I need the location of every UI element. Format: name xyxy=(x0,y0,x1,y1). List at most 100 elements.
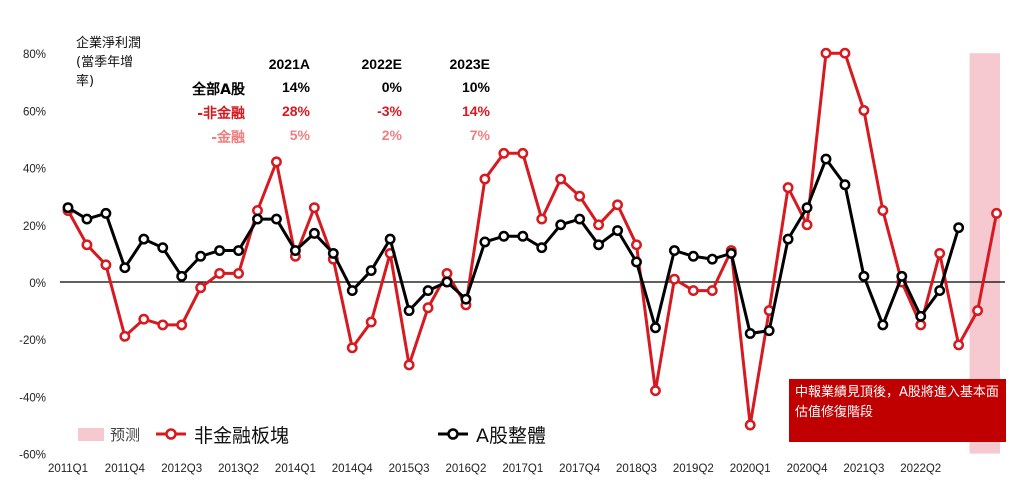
point-nonfin xyxy=(498,147,510,159)
point-nonfin xyxy=(612,199,623,211)
point-all xyxy=(384,233,396,245)
point-all xyxy=(62,202,74,214)
point-nonfin xyxy=(100,259,112,271)
x-tick-label: 2018Q3 xyxy=(616,463,657,475)
point-all xyxy=(687,250,699,262)
point-nonfin xyxy=(555,173,567,185)
point-all xyxy=(441,276,453,288)
point-all xyxy=(706,253,718,265)
point-nonfin xyxy=(195,282,207,294)
point-nonfin xyxy=(915,319,927,331)
point-nonfin xyxy=(517,147,529,159)
point-all xyxy=(517,230,529,242)
point-nonfin xyxy=(934,247,946,259)
y-tick-label: 60% xyxy=(23,106,46,118)
x-tick-label: 2021Q3 xyxy=(843,463,884,475)
table-cell: 14% xyxy=(461,103,490,119)
point-all xyxy=(782,233,794,245)
y-axis-title: 企業淨利潤 (當季年增 率) xyxy=(76,36,142,89)
point-all xyxy=(650,322,661,334)
table-row-label-nonfin: -非金融 xyxy=(197,106,245,122)
point-nonfin xyxy=(233,267,245,279)
point-nonfin xyxy=(271,156,282,168)
x-tick-label: 2017Q1 xyxy=(502,463,543,475)
table-cell: 10% xyxy=(461,79,490,95)
y-tick-label: -40% xyxy=(19,392,46,404)
table-cell: -3% xyxy=(377,103,402,119)
table-cell: 5% xyxy=(289,127,310,143)
point-nonfin xyxy=(839,47,851,59)
point-nonfin xyxy=(972,305,984,317)
black-line-marker-icon xyxy=(438,428,468,440)
point-nonfin xyxy=(214,267,226,279)
table-header-2021a: 2021A xyxy=(268,56,310,72)
y-tick-label: 20% xyxy=(23,221,46,233)
point-all xyxy=(498,230,510,242)
point-nonfin xyxy=(346,342,358,354)
forecast-swatch xyxy=(78,427,104,441)
point-nonfin xyxy=(687,285,699,297)
legend-label-forecast: 预测 xyxy=(110,425,141,444)
point-all xyxy=(176,270,188,282)
x-tick-label: 2017Q4 xyxy=(559,463,601,475)
point-all xyxy=(403,305,415,317)
point-nonfin xyxy=(820,47,832,59)
x-tick-label: 2011Q4 xyxy=(105,463,146,475)
point-all xyxy=(119,262,131,274)
point-nonfin xyxy=(574,190,586,202)
x-tick-label: 2016Q2 xyxy=(445,463,486,475)
point-all xyxy=(252,213,263,225)
point-nonfin xyxy=(991,207,1002,219)
point-all xyxy=(593,239,605,251)
point-all xyxy=(839,179,851,191)
point-all xyxy=(668,245,680,256)
x-tick-label: 2013Q2 xyxy=(218,463,259,475)
point-all xyxy=(801,202,813,214)
series-line-all xyxy=(67,157,961,335)
table-cell: 2% xyxy=(381,127,402,143)
y-tick-label: -20% xyxy=(19,335,46,347)
point-all xyxy=(327,247,339,259)
point-all xyxy=(725,247,737,259)
point-nonfin xyxy=(706,285,718,297)
point-all xyxy=(915,310,927,322)
point-all xyxy=(195,250,207,262)
x-tick-label: 2014Q4 xyxy=(332,463,374,475)
legend-item-forecast: 预测 xyxy=(78,420,140,448)
point-all xyxy=(536,242,548,254)
point-all xyxy=(479,236,491,248)
point-all xyxy=(138,233,150,245)
point-all xyxy=(744,328,756,339)
point-nonfin xyxy=(441,267,453,279)
point-all xyxy=(612,225,623,236)
point-nonfin xyxy=(877,205,889,216)
point-all xyxy=(365,265,377,277)
table-cell: 28% xyxy=(281,103,310,119)
point-nonfin xyxy=(252,205,263,216)
point-nonfin xyxy=(744,419,756,431)
table-header-2023e: 2023E xyxy=(449,56,490,72)
point-all xyxy=(308,227,320,239)
table-cell: 14% xyxy=(281,79,310,95)
y-tick-label: 40% xyxy=(23,164,46,176)
point-all xyxy=(763,325,775,337)
legend-label-all: A股整體 xyxy=(476,424,546,447)
point-nonfin xyxy=(479,173,491,185)
table-row-label-fin: -金融 xyxy=(211,130,245,146)
y-tick-label: 0% xyxy=(29,278,46,290)
point-nonfin xyxy=(593,219,605,231)
point-all xyxy=(460,293,472,305)
point-nonfin xyxy=(81,239,93,251)
table-row-label-all: 全部A股 xyxy=(192,82,245,98)
point-all xyxy=(934,285,946,297)
point-nonfin xyxy=(953,339,965,351)
point-all xyxy=(631,256,642,268)
point-nonfin xyxy=(668,273,680,285)
point-all xyxy=(896,270,908,282)
point-all xyxy=(81,213,93,225)
point-nonfin xyxy=(631,239,642,251)
point-nonfin xyxy=(422,302,434,314)
point-all xyxy=(820,153,832,165)
x-tick-label: 2020Q4 xyxy=(787,463,829,475)
table-cell: 0% xyxy=(381,79,402,95)
